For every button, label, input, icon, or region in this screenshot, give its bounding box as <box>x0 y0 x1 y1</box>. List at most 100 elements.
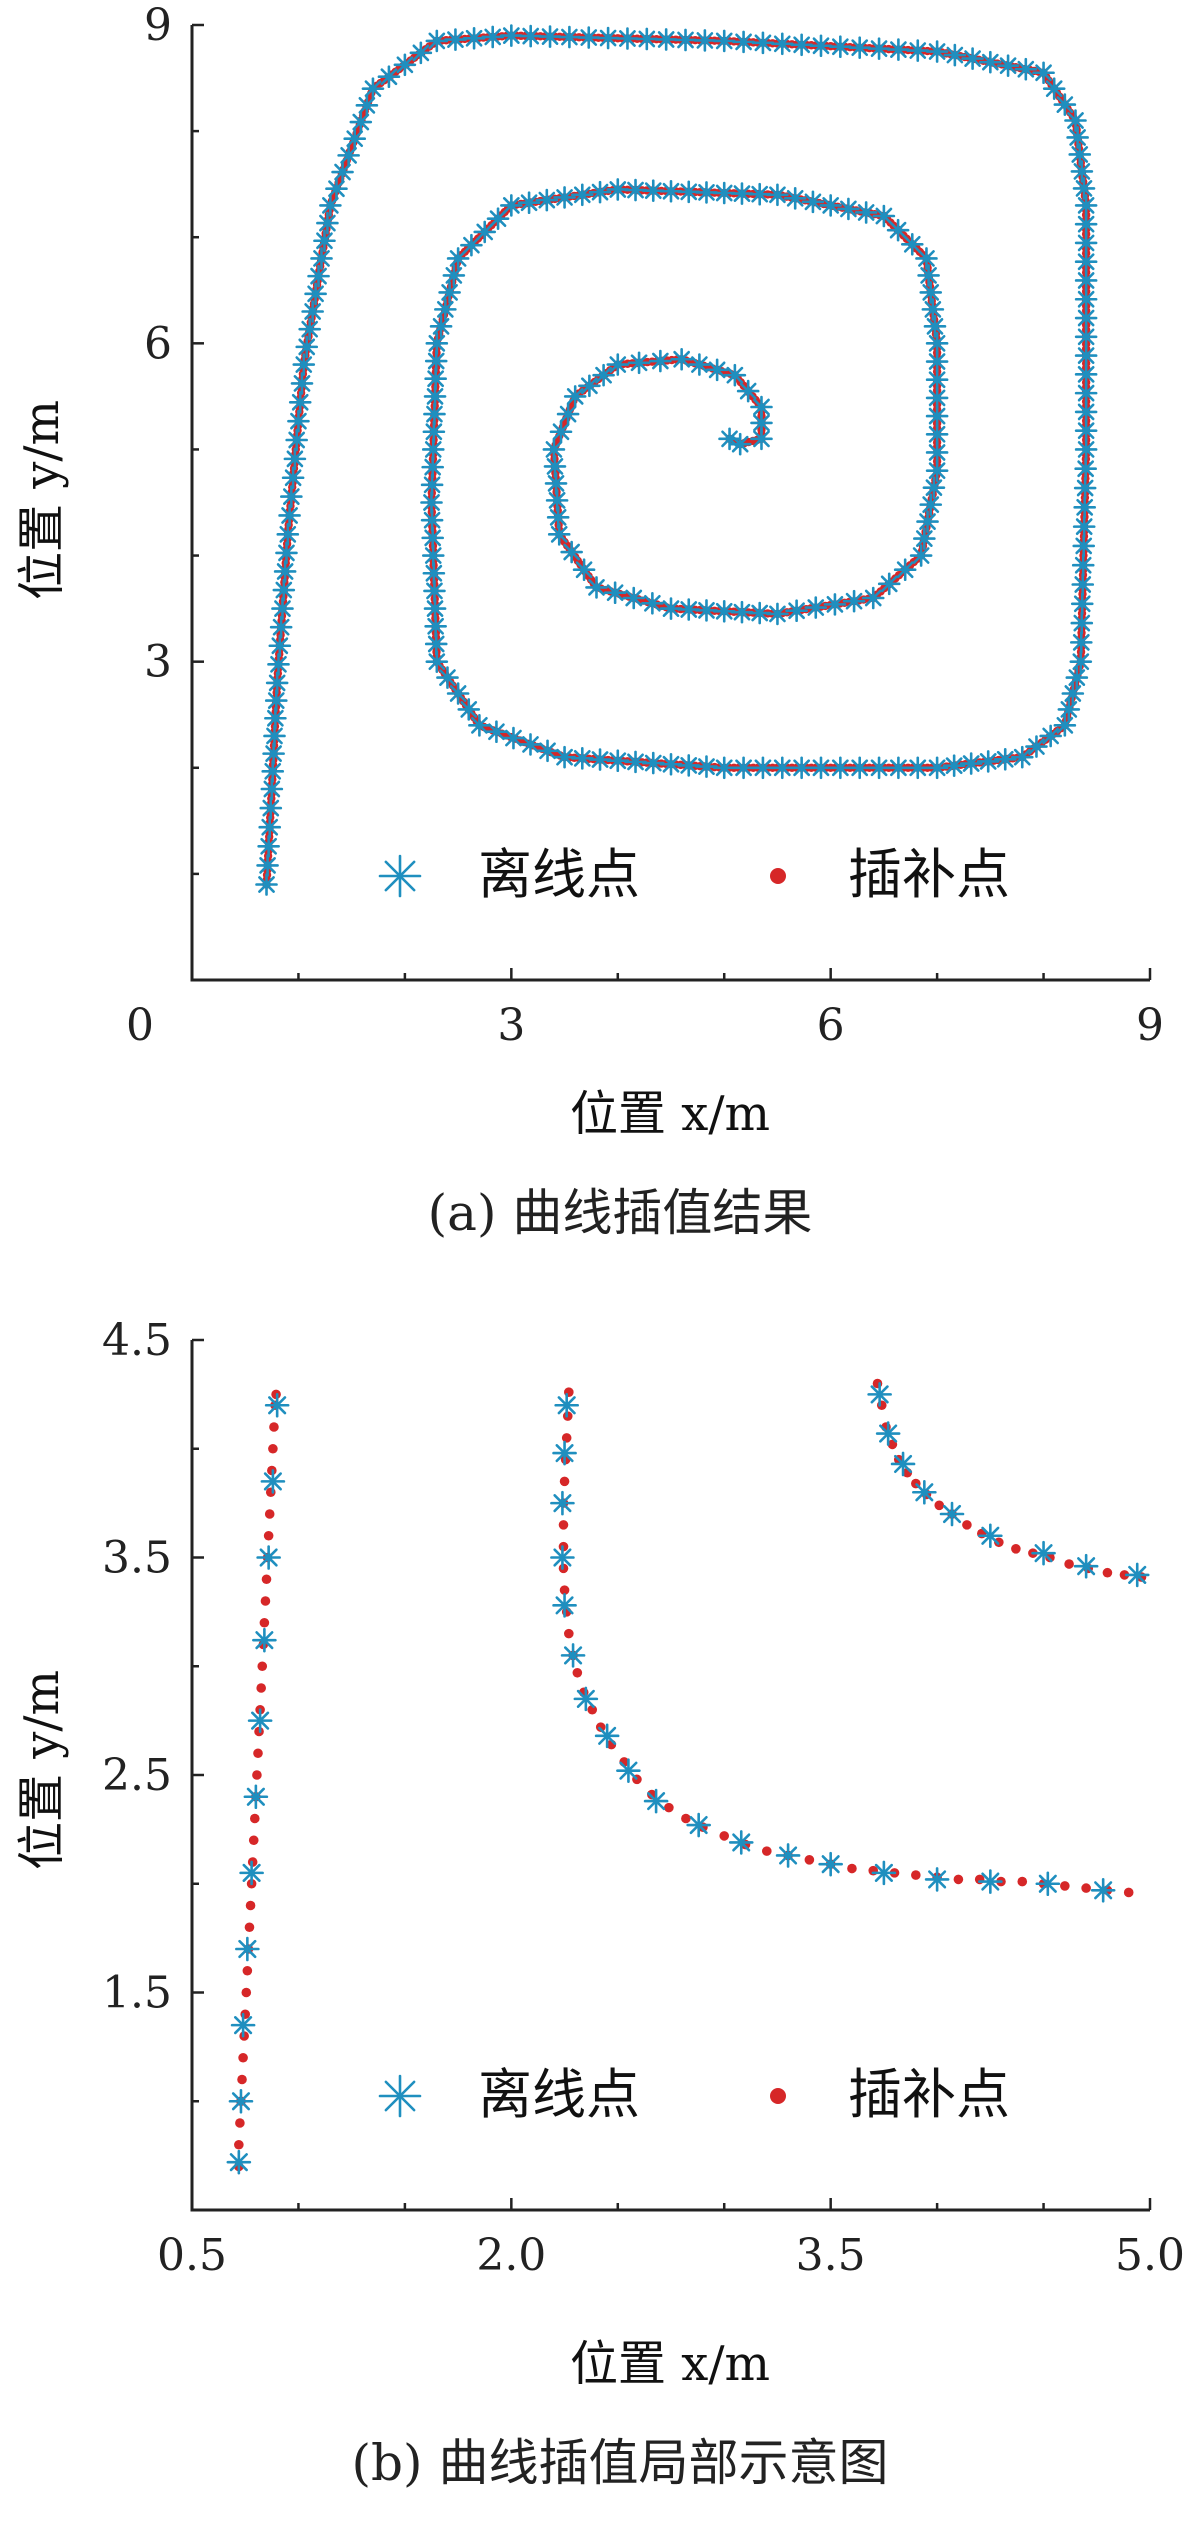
offline-point <box>921 298 945 321</box>
offline-point <box>790 756 813 780</box>
offline-point <box>1053 714 1077 737</box>
offline-point <box>355 94 379 117</box>
interp-point <box>1011 1544 1021 1554</box>
offline-point <box>570 747 594 770</box>
y-tick-label: 4.5 <box>102 1315 172 1366</box>
offline-point <box>695 755 718 778</box>
offline-point <box>751 31 775 55</box>
interp-point <box>1119 1570 1130 1580</box>
interp-point <box>962 1520 972 1530</box>
offline-point <box>258 815 282 839</box>
legend-offline-label: 离线点 <box>478 2063 640 2126</box>
offline-point <box>313 229 336 253</box>
interp-point <box>1045 1552 1055 1563</box>
offline-point <box>677 598 701 621</box>
offline-point <box>732 756 755 780</box>
offline-point <box>659 752 683 776</box>
interp-point <box>994 1537 1004 1548</box>
interp-point <box>1060 1881 1070 1891</box>
offline-point <box>542 438 566 461</box>
offline-point <box>553 186 576 209</box>
offline-point <box>705 358 729 382</box>
interp-point <box>241 1987 252 1998</box>
offline-point <box>235 1936 260 1962</box>
offline-point <box>572 558 596 582</box>
offline-point <box>304 282 327 306</box>
offline-point <box>785 599 808 623</box>
offline-point <box>686 1812 711 1838</box>
offline-point <box>1065 666 1089 689</box>
offline-point <box>823 593 847 616</box>
offline-point <box>1074 306 1098 330</box>
interp-point <box>934 1500 945 1511</box>
offline-point <box>1073 476 1097 500</box>
panel-a-chart: 3 6 9 3 6 9 0 离线点 插补点 位置 x/m 位置 y/m (a) 曲线插值… <box>14 0 1164 1242</box>
offline-point <box>260 1469 286 1494</box>
interp-point <box>234 2139 244 2150</box>
offline-point <box>616 27 639 50</box>
offline-point <box>925 350 949 373</box>
offline-point <box>939 1501 965 1527</box>
offline-star <box>378 2074 422 2118</box>
offline-point <box>829 756 852 780</box>
offline-point <box>603 581 627 604</box>
y-tick-label: 1.5 <box>102 1968 172 2019</box>
offline-point <box>226 2149 252 2175</box>
offline-point <box>457 698 481 721</box>
offline-point <box>325 177 348 201</box>
x-tick-label: 2.0 <box>476 2230 546 2281</box>
offline-point <box>790 33 813 57</box>
offline-point <box>922 476 946 499</box>
interp-point <box>237 2074 247 2085</box>
offline-point <box>818 1851 843 1877</box>
offline-point <box>996 54 1020 77</box>
offline-point <box>848 756 871 780</box>
offline-point <box>265 671 289 695</box>
interp-point <box>256 1683 266 1693</box>
offline-point <box>519 733 542 756</box>
offline-point <box>1070 160 1094 183</box>
legend-offline-star-icon <box>378 2074 422 2118</box>
panel-b-y-ticks: 1.5 2.5 3.5 4.5 <box>102 1315 204 2103</box>
offline-point <box>943 43 967 67</box>
offline-point <box>624 178 647 202</box>
offline-point <box>925 459 949 482</box>
offline-point <box>643 1788 669 1814</box>
panel-a-legend: 离线点 插补点 <box>378 843 1010 906</box>
offline-point <box>1071 553 1095 577</box>
offline-point <box>606 749 630 773</box>
offline-point <box>695 599 718 622</box>
offline-point <box>993 747 1017 771</box>
offline-point <box>766 183 789 207</box>
offline-point <box>1039 724 1062 748</box>
legend-interp-label: 插补点 <box>848 843 1010 906</box>
offline-point <box>292 353 316 376</box>
offline-point <box>654 28 678 51</box>
offline-point <box>424 349 448 373</box>
offline-point <box>272 578 296 602</box>
offline-point <box>1074 212 1098 236</box>
offline-point <box>283 447 307 471</box>
offline-point <box>377 65 401 89</box>
interp-point <box>647 1789 657 1800</box>
offline-point <box>624 750 647 774</box>
offline-point <box>1032 61 1055 85</box>
offline-point <box>976 750 1000 773</box>
offline-point <box>979 50 1002 74</box>
offline-point <box>596 26 620 50</box>
offline-point <box>801 190 825 214</box>
offline-point <box>544 472 568 495</box>
offline-point <box>446 682 470 705</box>
offline-point <box>552 1593 577 1618</box>
offline-point <box>906 39 930 62</box>
offline-point <box>263 724 286 748</box>
y-tick-label: 2.5 <box>102 1750 172 1801</box>
panel-b-legend: 离线点 插补点 <box>378 2063 1010 2126</box>
offline-point <box>842 589 866 613</box>
x-tick-label: 3.5 <box>796 2230 866 2281</box>
offline-point <box>917 264 940 287</box>
offline-point <box>659 597 683 620</box>
offline-point <box>247 1708 273 1733</box>
interp-point <box>572 1667 583 1678</box>
interp-point <box>238 2052 248 2063</box>
